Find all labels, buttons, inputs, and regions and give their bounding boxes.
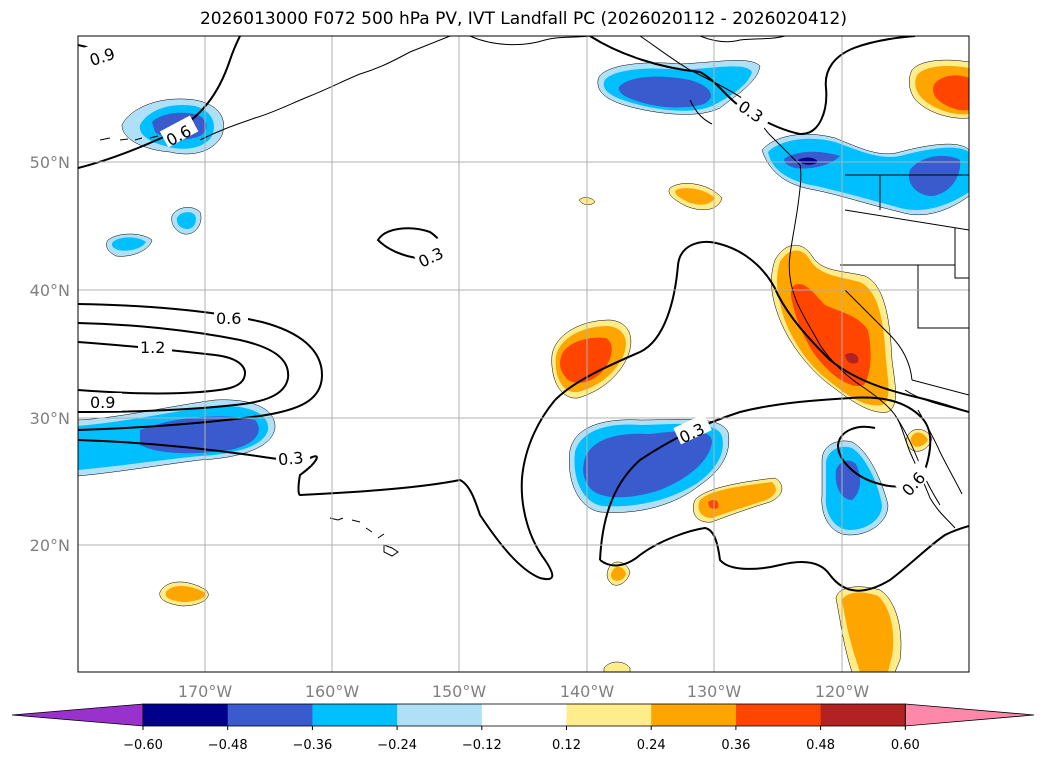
longitude-labels: 170°W 160°W 150°W 140°W 130°W 120°W	[178, 682, 870, 701]
colorbar-segment	[397, 704, 483, 726]
colorbar-segment	[651, 704, 737, 726]
map-frame	[77, 35, 970, 673]
map-plot-area: 0.9 0.6 0.3 0.3 0.6 1.2 0.9 0.3 0.3 0.6	[78, 36, 969, 672]
colorbar-segment	[820, 704, 906, 726]
colorbar-outline	[142, 703, 906, 727]
colorbar-segment	[143, 704, 229, 726]
lon-label: 170°W	[178, 682, 233, 701]
latitude-labels: 50°N 40°N 30°N 20°N	[30, 153, 70, 555]
lon-label: 130°W	[687, 682, 742, 701]
colorbar-segment	[481, 704, 567, 726]
lon-label: 140°W	[560, 682, 615, 701]
pv-contours	[78, 36, 969, 592]
colorbar-tick-label: 0.48	[806, 738, 835, 753]
neg-anomaly-central	[569, 419, 730, 513]
colorbar-tick-label: −0.24	[377, 738, 417, 753]
lon-label: 160°W	[305, 682, 360, 701]
neg-anomaly-subtropical-west	[78, 399, 276, 477]
colorbar-tick-label: −0.12	[462, 738, 502, 753]
lat-label: 20°N	[30, 536, 70, 555]
colorbar-tick-label: −0.48	[208, 738, 248, 753]
pos-anomaly-bottom-center	[603, 661, 631, 672]
colorbar-segment	[227, 704, 313, 726]
colorbar-segment	[566, 704, 652, 726]
lat-label: 30°N	[30, 409, 70, 428]
colorbar-arrow-right	[904, 703, 1035, 727]
lon-label: 120°W	[815, 682, 870, 701]
colorbar: −0.60 −0.48 −0.36 −0.24 −0.12 0.12 0.24 0.36 0.4…	[11, 703, 1035, 753]
contour-labels: 0.9 0.6 0.3 0.3 0.6 1.2 0.9 0.3 0.3 0.6	[83, 37, 933, 500]
colorbar-tick-label: 0.36	[721, 738, 750, 753]
colorbar-tick-label: −0.36	[292, 738, 332, 753]
pos-anomaly-small-west	[159, 581, 209, 607]
colorbar-tick-label: 0.24	[637, 738, 666, 753]
pos-anomaly-baja-small	[906, 429, 933, 452]
pos-anomaly-top-right	[909, 59, 969, 119]
contour-label: 0.6	[216, 309, 241, 328]
graticule	[78, 36, 969, 672]
neg-anomaly-gulf-alaska	[597, 60, 761, 115]
map-title: 2026013000 F072 500 hPa PV, IVT Landfall…	[199, 9, 847, 29]
lon-label: 150°W	[432, 682, 487, 701]
colorbar-tick-label: 0.60	[891, 738, 920, 753]
pos-anomaly-central	[551, 319, 632, 399]
colorbar-tick-label: 0.12	[552, 738, 581, 753]
pos-anomaly-south-baja	[835, 586, 902, 672]
pos-anomaly-small-south	[606, 561, 631, 586]
colorbar-tick-label: −0.60	[123, 738, 163, 753]
lat-label: 50°N	[30, 153, 70, 172]
colorbar-segment	[312, 704, 398, 726]
contour-label: 0.3	[277, 448, 304, 469]
colorbar-segment	[735, 704, 822, 726]
contour-label: 1.2	[140, 338, 165, 357]
neg-anomaly-small-1	[171, 207, 202, 235]
pos-anomaly-small-north	[668, 183, 723, 211]
neg-anomaly-small-2	[106, 233, 153, 257]
pos-anomaly-west-coast	[771, 245, 896, 413]
colorbar-arrow-left	[11, 703, 144, 727]
pos-anomaly-central-south	[693, 477, 783, 523]
contour-label: 0.9	[90, 393, 115, 412]
lat-label: 40°N	[30, 281, 70, 300]
